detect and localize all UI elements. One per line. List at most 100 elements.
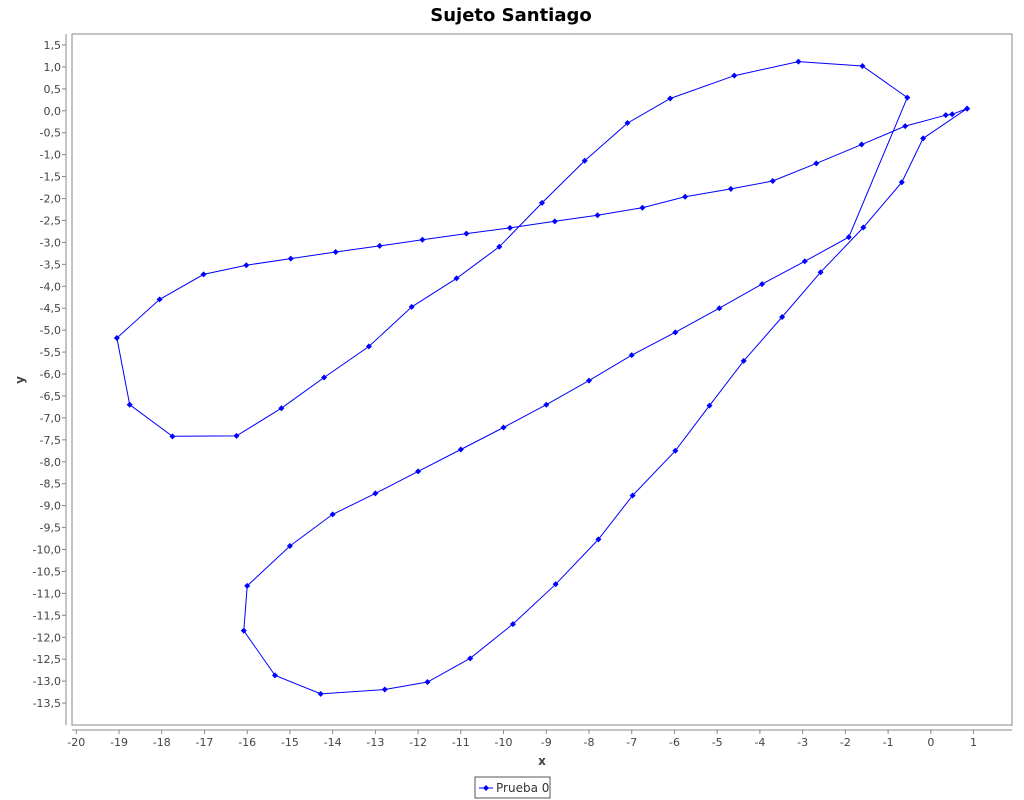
data-point	[672, 329, 679, 336]
x-tick-label: -10	[495, 736, 513, 749]
legend-label: Prueba 0	[496, 781, 549, 795]
data-point	[467, 655, 474, 662]
legend-box	[474, 776, 551, 799]
y-tick-label: 0,0	[44, 105, 62, 118]
x-tick-label: -13	[366, 736, 384, 749]
data-point	[509, 621, 516, 628]
x-tick-label: -9	[541, 736, 552, 749]
data-point	[904, 94, 911, 101]
x-tick-label: -5	[712, 736, 723, 749]
data-point	[731, 72, 738, 79]
x-tick-label: -16	[238, 736, 256, 749]
data-point	[813, 160, 820, 167]
x-tick-label: -15	[281, 736, 299, 749]
data-point	[949, 111, 956, 118]
y-tick-label: -11,5	[33, 609, 61, 622]
x-tick-label: -18	[153, 736, 171, 749]
data-point	[920, 135, 927, 142]
data-point	[126, 401, 133, 408]
data-point	[286, 542, 293, 549]
y-tick-label: -9,0	[40, 500, 61, 513]
data-point	[271, 672, 278, 679]
data-point	[415, 468, 422, 475]
data-point	[244, 582, 251, 589]
y-tick-label: -2,5	[40, 214, 61, 227]
x-tick-label: -20	[67, 736, 85, 749]
data-point	[859, 63, 866, 70]
y-tick-label: -8,5	[40, 478, 61, 491]
data-point	[716, 305, 723, 312]
data-point	[243, 262, 250, 269]
data-point	[860, 224, 867, 231]
data-point	[552, 581, 559, 588]
data-point	[332, 249, 339, 256]
x-tick-label: -1	[883, 736, 894, 749]
data-point	[817, 269, 824, 276]
x-tick-label: -3	[797, 736, 808, 749]
data-point	[376, 242, 383, 249]
data-point	[365, 343, 372, 350]
data-point	[156, 296, 163, 303]
y-tick-label: -2,0	[40, 193, 61, 206]
x-tick-label: -19	[110, 736, 128, 749]
x-tick-label: -14	[324, 736, 342, 749]
data-point	[424, 679, 431, 686]
data-point	[682, 193, 689, 200]
y-tick-label: 1,0	[44, 61, 62, 74]
x-tick-label: -17	[195, 736, 213, 749]
y-tick-label: -1,0	[40, 149, 61, 162]
x-tick-label: -6	[669, 736, 680, 749]
x-tick-label: 1	[970, 736, 977, 749]
x-tick-label: -2	[840, 736, 851, 749]
y-tick-label: -4,5	[40, 302, 61, 315]
data-point	[595, 536, 602, 543]
data-point	[759, 281, 766, 288]
x-tick-label: -12	[409, 736, 427, 749]
data-point	[506, 224, 513, 231]
data-point	[496, 243, 503, 250]
data-point	[551, 218, 558, 225]
data-point	[169, 433, 176, 440]
x-tick-label: -8	[584, 736, 595, 749]
data-point	[329, 511, 336, 518]
data-point	[586, 377, 592, 384]
data-point	[672, 447, 679, 454]
x-tick-label: -11	[452, 736, 470, 749]
data-point	[381, 686, 388, 693]
y-tick-label: -12,0	[33, 631, 61, 644]
data-point	[902, 123, 909, 130]
data-point	[539, 199, 545, 206]
data-point	[408, 303, 415, 310]
x-axis-label: x	[538, 754, 546, 768]
x-axis-ticks: -20 -19 -18 -17 -16 -15 -14 -13 -12 -11 -10 -9 -8 -7-…	[67, 730, 977, 749]
data-point	[233, 432, 240, 439]
data-point	[667, 95, 674, 102]
y-tick-label: -10,0	[33, 544, 61, 557]
y-tick-label: -11,0	[33, 587, 61, 600]
data-point	[594, 212, 601, 219]
y-tick-label: -4,0	[40, 280, 61, 293]
y-tick-label: -5,5	[40, 346, 61, 359]
data-point	[372, 490, 379, 497]
y-tick-label: -5,0	[40, 324, 61, 337]
data-point	[942, 112, 949, 119]
data-point	[317, 690, 324, 697]
data-point	[801, 258, 808, 265]
data-point	[845, 234, 852, 241]
data-point	[795, 58, 802, 65]
data-point	[543, 401, 550, 408]
y-axis-ticks: 1,5 1,0 0,5 0,0 -0,5 -1,0 -1,5 -2,0 -2,5 -3,0 -3,5…	[33, 39, 66, 710]
legend: Prueba 0	[474, 776, 551, 799]
data-point	[200, 271, 207, 278]
data-point	[629, 492, 636, 499]
data-point	[419, 236, 426, 243]
series-layer	[113, 58, 971, 697]
data-point	[858, 141, 865, 148]
y-tick-label: -13,5	[33, 697, 61, 710]
y-tick-label: -7,5	[40, 434, 61, 447]
x-tick-label: -4	[754, 736, 765, 749]
y-tick-label: -10,5	[33, 565, 61, 578]
y-tick-label: -8,0	[40, 456, 61, 469]
x-tick-label: 0	[927, 736, 934, 749]
